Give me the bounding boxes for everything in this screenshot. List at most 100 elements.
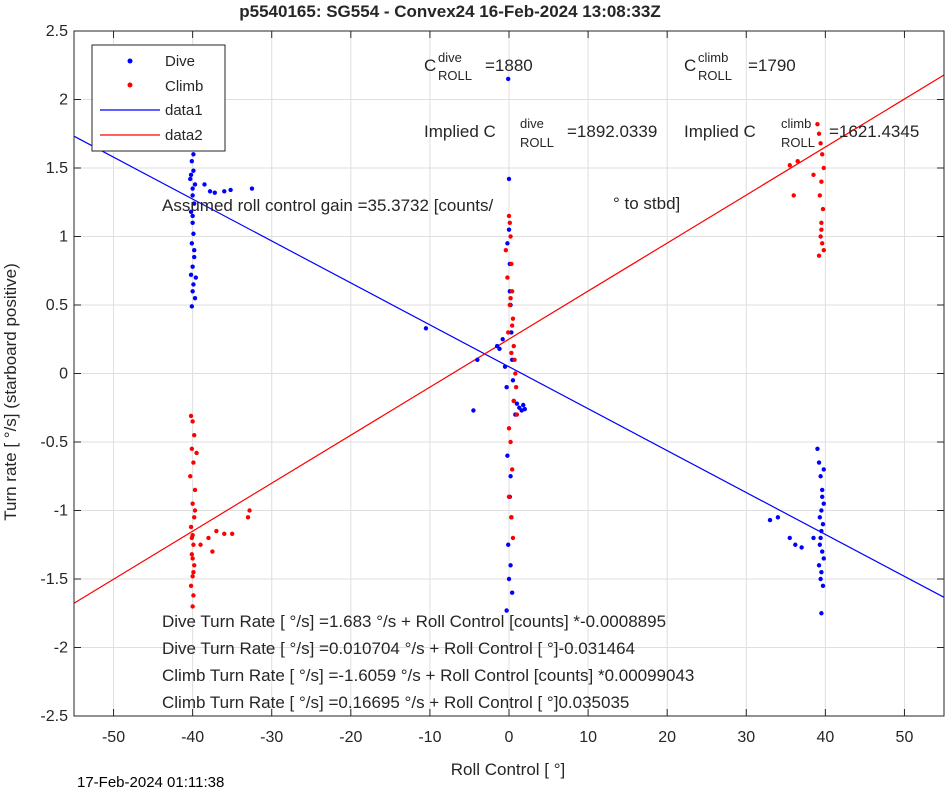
point-climb-15 <box>188 583 194 589</box>
point-climb-45 <box>509 467 515 472</box>
point-dive-66 <box>767 517 773 523</box>
chart-title: p5540165: SG554 - Convex24 16-Feb-2024 1… <box>239 2 660 21</box>
x-tick-label-1: -40 <box>181 729 204 746</box>
legend-label-climb: Climb <box>165 78 203 95</box>
point-climb-50 <box>507 302 512 308</box>
point-climb-7 <box>190 501 195 506</box>
point-dive-19 <box>189 304 195 309</box>
point-dive-70 <box>799 545 804 550</box>
implied-dive-sup: dive <box>520 116 544 131</box>
point-dive-31 <box>249 186 255 191</box>
point-climb-24 <box>206 535 211 541</box>
point-dive-52 <box>521 402 526 408</box>
point-dive-33 <box>471 408 476 413</box>
point-dive-5 <box>188 176 193 182</box>
point-dive-12 <box>189 241 195 246</box>
point-dive-72 <box>815 446 820 452</box>
point-climb-14 <box>190 574 195 579</box>
point-climb-73 <box>819 227 824 232</box>
point-climb-11 <box>191 542 196 547</box>
point-climb-31 <box>503 248 509 253</box>
equation-dive-counts: Dive Turn Rate [ °/s] =1.683 °/s + Roll … <box>162 612 666 631</box>
point-dive-57 <box>506 542 511 547</box>
point-climb-18 <box>192 508 198 513</box>
point-dive-27 <box>207 189 213 194</box>
y-tick-label-6: 0.5 <box>46 297 68 314</box>
point-climb-49 <box>506 330 511 335</box>
point-climb-38 <box>510 316 516 321</box>
point-climb-1 <box>190 419 195 424</box>
point-dive-75 <box>820 487 825 493</box>
point-dive-65 <box>506 227 512 232</box>
point-climb-35 <box>508 234 513 239</box>
footer-timestamp: 17-Feb-2024 01:11:38 <box>77 774 225 791</box>
point-climb-20 <box>191 569 196 575</box>
point-dive-40 <box>506 76 511 82</box>
point-dive-82 <box>820 549 825 554</box>
legend-marker-climb <box>127 82 133 88</box>
point-dive-30 <box>228 187 233 193</box>
c-dive-main: C <box>424 56 436 75</box>
point-dive-68 <box>787 535 792 541</box>
point-climb-71 <box>821 248 826 253</box>
point-dive-91 <box>821 467 826 472</box>
point-dive-74 <box>818 474 823 479</box>
point-climb-63 <box>820 152 825 157</box>
implied-dive-main: Implied C <box>424 122 496 141</box>
point-climb-9 <box>188 524 194 530</box>
c-dive-val: =1880 <box>485 56 533 75</box>
point-climb-72 <box>816 253 822 258</box>
point-climb-61 <box>816 131 822 136</box>
y-tick-label-7: 1 <box>59 229 68 246</box>
point-climb-29 <box>245 515 251 520</box>
point-climb-37 <box>509 289 515 294</box>
point-climb-13 <box>192 563 197 568</box>
point-dive-7 <box>190 193 195 198</box>
point-climb-12 <box>189 552 195 557</box>
point-climb-23 <box>198 542 203 547</box>
c-climb-sup: climb <box>698 50 728 65</box>
point-climb-70 <box>820 241 825 246</box>
point-climb-46 <box>506 494 512 499</box>
equation-dive-degrees: Dive Turn Rate [ °/s] =0.010704 °/s + Ro… <box>162 639 635 658</box>
point-dive-26 <box>202 182 207 187</box>
point-dive-73 <box>816 460 822 465</box>
point-climb-34 <box>507 220 512 225</box>
y-axis-label: Turn rate [ °/s] (starboard positive) <box>1 263 20 520</box>
c-climb-val: =1790 <box>748 56 796 75</box>
implied-dive-val: =1892.0339 <box>567 122 657 141</box>
point-dive-85 <box>819 569 824 575</box>
c-climb-main: C <box>684 56 696 75</box>
annotation-gain: Assumed roll control gain =35.3732 [coun… <box>162 194 680 215</box>
point-climb-6 <box>192 487 198 493</box>
annotation-c-dive: C dive ROLL =1880 <box>424 50 533 83</box>
point-climb-53 <box>508 295 513 301</box>
x-tick-label-5: 0 <box>505 729 514 746</box>
point-climb-51 <box>509 350 514 356</box>
x-tick-label-6: 10 <box>579 729 597 746</box>
annotation-equations: Dive Turn Rate [ °/s] =1.683 °/s + Roll … <box>162 612 694 712</box>
point-dive-17 <box>190 289 195 294</box>
point-climb-17 <box>190 604 195 609</box>
point-climb-3 <box>189 446 195 452</box>
point-dive-11 <box>191 231 196 236</box>
point-climb-22 <box>194 450 199 456</box>
x-tick-label-2: -30 <box>260 729 283 746</box>
point-climb-62 <box>818 141 823 146</box>
point-dive-20 <box>191 152 196 157</box>
point-dive-86 <box>818 576 823 582</box>
point-dive-61 <box>504 608 509 613</box>
point-climb-43 <box>514 412 520 417</box>
point-climb-4 <box>191 460 196 465</box>
point-climb-42 <box>513 385 519 390</box>
equation-climb-degrees: Climb Turn Rate [ °/s] =0.16695 °/s + Ro… <box>162 693 629 712</box>
point-dive-76 <box>821 501 826 506</box>
point-dive-67 <box>775 515 781 520</box>
c-dive-sub: ROLL <box>438 68 472 83</box>
point-climb-5 <box>188 474 193 479</box>
point-dive-38 <box>502 364 508 369</box>
point-climb-66 <box>817 193 823 198</box>
implied-climb-main: Implied C <box>684 122 756 141</box>
annotation-c-climb: C climb ROLL =1790 <box>684 50 796 83</box>
point-dive-16 <box>191 282 196 287</box>
